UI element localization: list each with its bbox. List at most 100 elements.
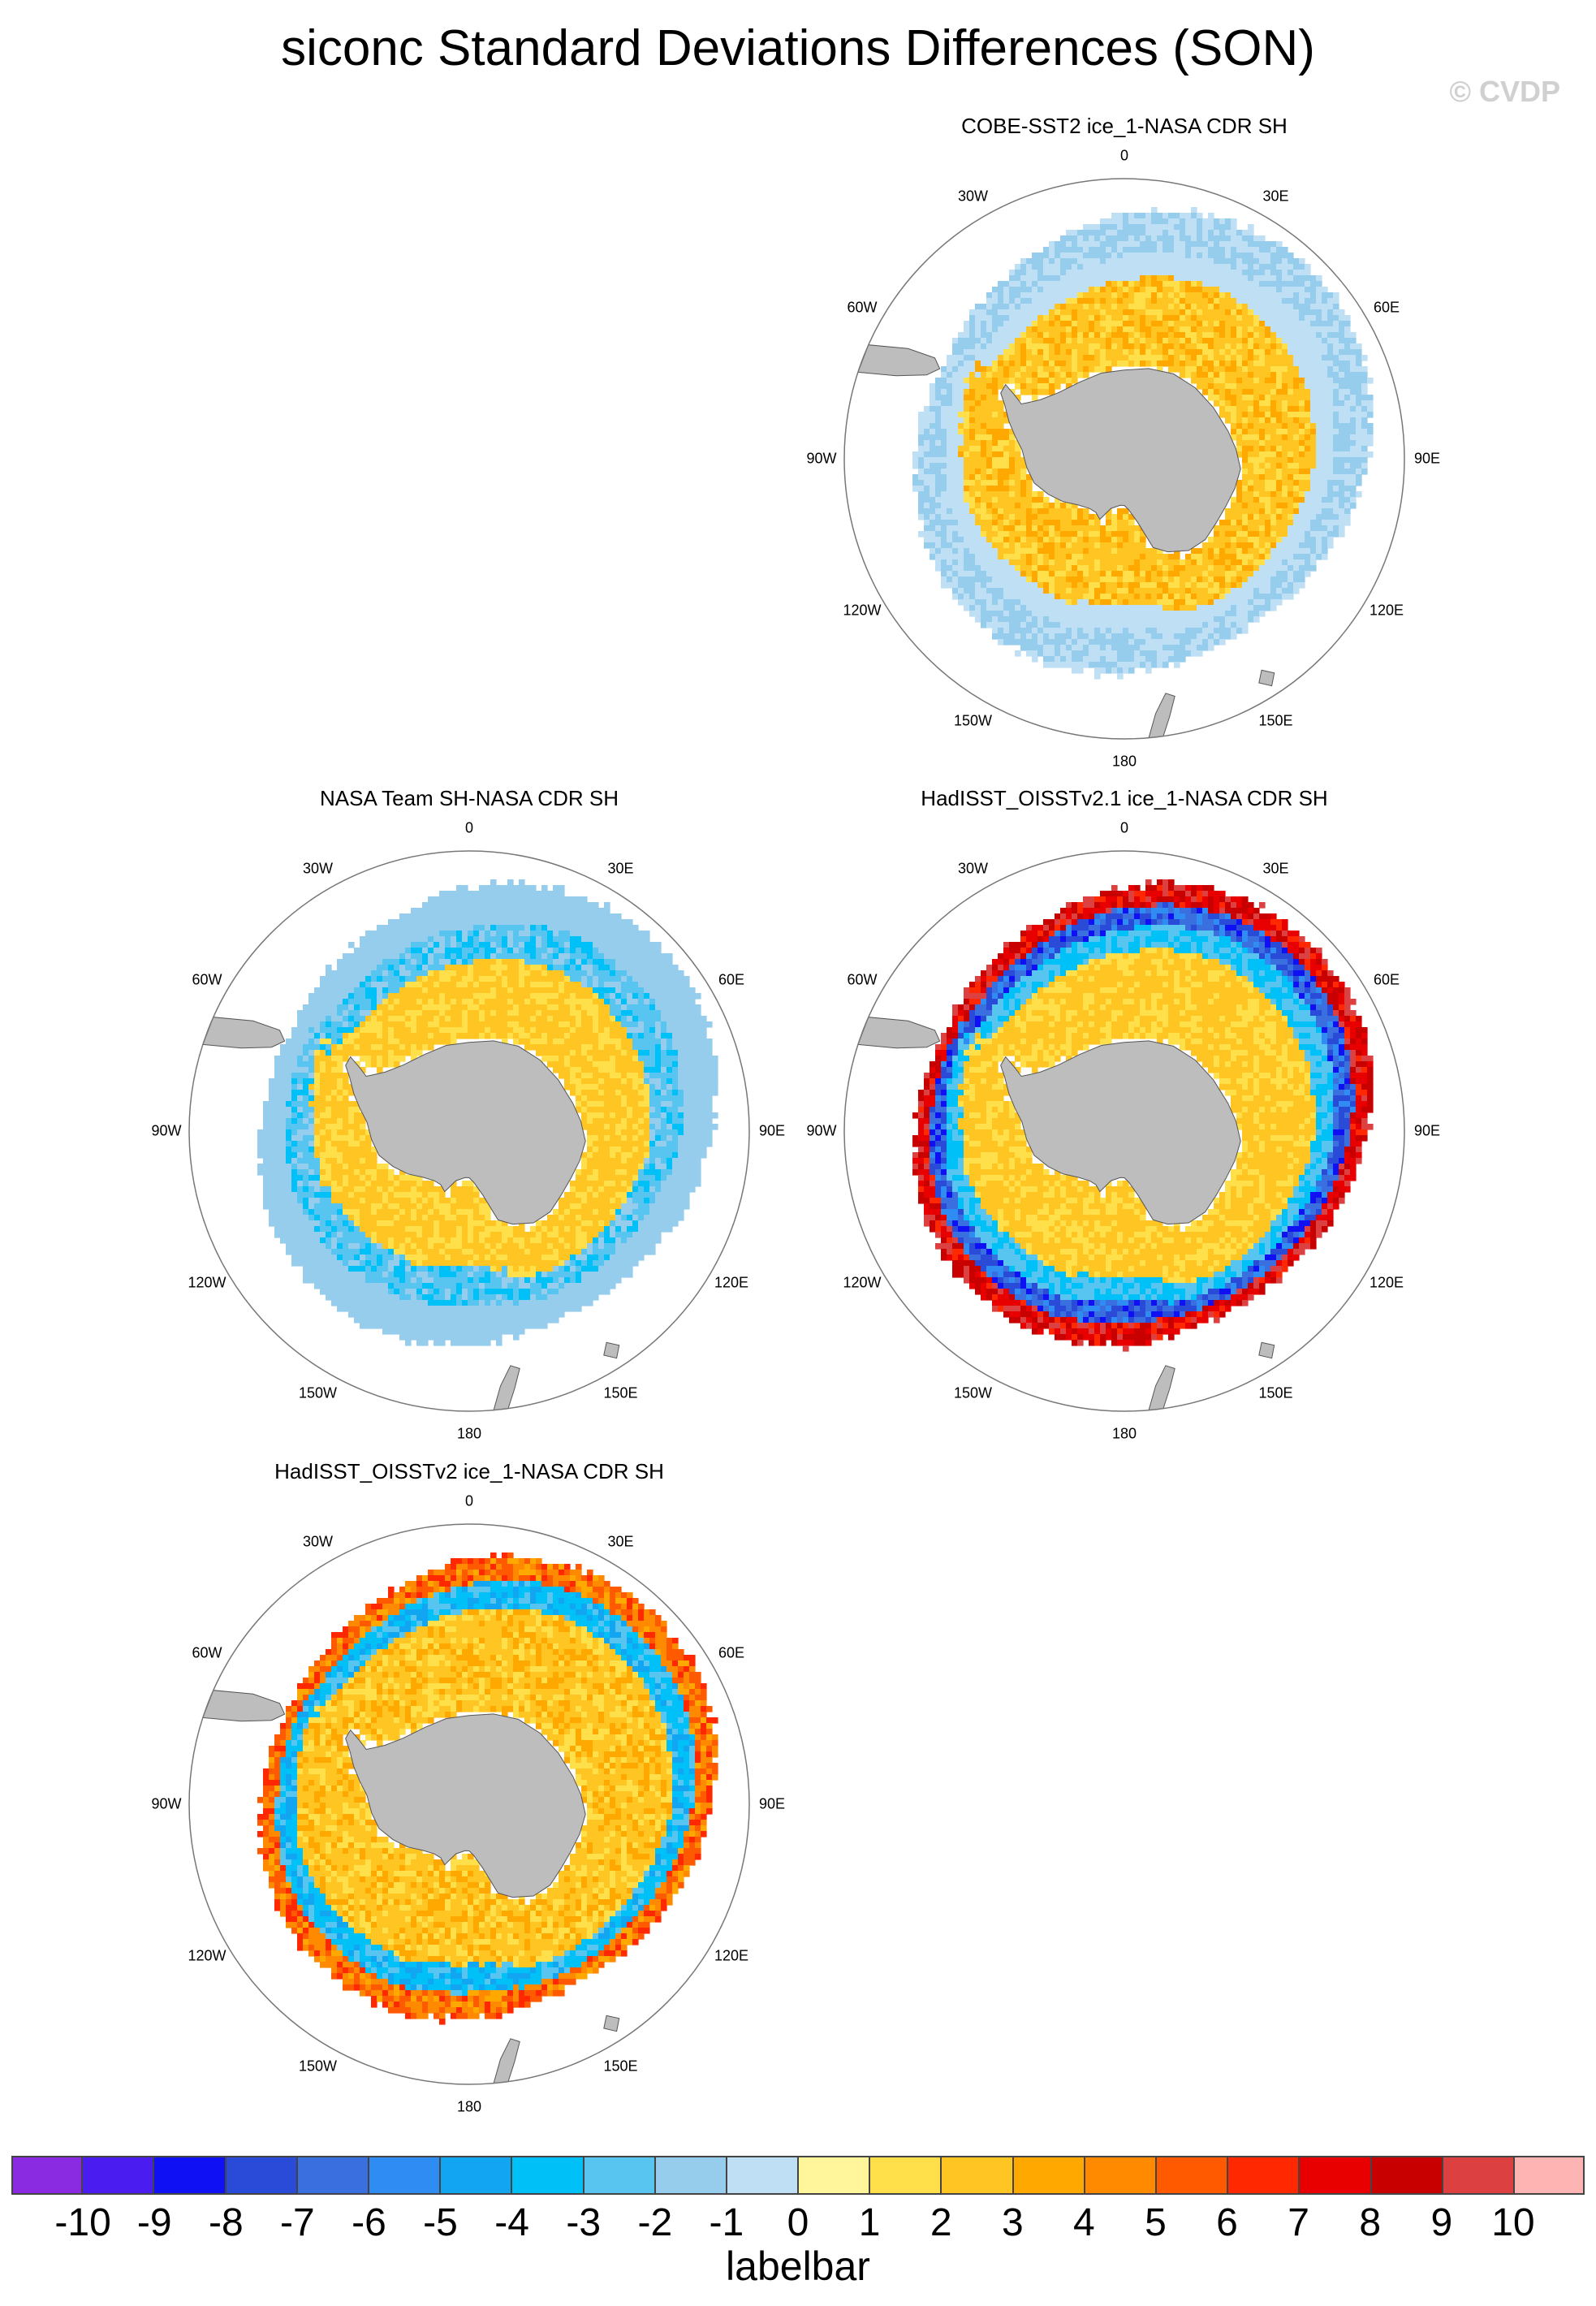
polar-map <box>188 1523 750 2085</box>
polar-map <box>188 850 750 1412</box>
tasmania-landmass <box>1258 669 1275 687</box>
longitude-label: 120E <box>1369 1274 1404 1290</box>
colorbar-swatch <box>1085 2156 1157 2195</box>
map-panel-cobe: COBE-SST2 ice_1-NASA CDR SH 0 30E 60E 90E 120… <box>806 114 1441 770</box>
panel-title: COBE-SST2 ice_1-NASA CDR SH <box>961 114 1288 138</box>
colorbar-swatch <box>297 2156 369 2195</box>
longitude-label: 150E <box>1258 1384 1293 1401</box>
colorbar-tick-label: 8 <box>1359 2201 1382 2244</box>
longitude-label: 150W <box>298 2058 338 2075</box>
longitude-label: 150W <box>298 1384 338 1401</box>
colorbar-tick-label: -7 <box>280 2201 315 2244</box>
colorbar-label: labelbar <box>726 2243 870 2289</box>
longitude-label: 180 <box>456 2098 482 2115</box>
longitude-label: 150E <box>603 2058 638 2075</box>
colorbar-swatch <box>1013 2156 1085 2195</box>
longitude-label: 150W <box>953 1384 993 1401</box>
longitude-label: 150E <box>603 1384 638 1401</box>
longitude-label: 90W <box>806 1122 837 1139</box>
colorbar-swatch <box>870 2156 943 2195</box>
antarctica-landmass <box>345 1040 586 1225</box>
longitude-label: 60E <box>718 1644 745 1660</box>
antarctica-landmass <box>345 1713 586 1898</box>
longitude-label: 120E <box>714 1274 749 1290</box>
colorbar-tick-label: 7 <box>1288 2201 1309 2244</box>
colorbar-swatch <box>154 2156 226 2195</box>
colorbar-tick-label: -3 <box>566 2201 602 2244</box>
colorbar-tick-label: 9 <box>1430 2201 1453 2244</box>
sea-ice-field <box>202 1552 718 2084</box>
longitude-label: 180 <box>1111 1425 1137 1442</box>
longitude-label: 120W <box>843 1274 882 1290</box>
longitude-label: 90W <box>806 450 837 467</box>
colorbar-swatch <box>1300 2156 1372 2195</box>
colorbar-tick-label: -10 <box>54 2201 111 2244</box>
longitude-label: 30W <box>302 860 334 877</box>
new-zealand-landmass <box>493 1365 520 1411</box>
longitude-label: 90W <box>151 1795 182 1812</box>
colorbar-swatch <box>1228 2156 1301 2195</box>
south-america-landmass <box>857 344 941 377</box>
longitude-label: 90E <box>1413 450 1441 467</box>
polar-map <box>843 178 1405 740</box>
longitude-label: 120E <box>714 1947 749 1963</box>
colorbar-swatch <box>942 2156 1014 2195</box>
longitude-label: 60E <box>1373 971 1400 987</box>
colorbar-swatch <box>1157 2156 1229 2195</box>
longitude-label: 60W <box>192 1644 222 1660</box>
longitude-label: 30W <box>957 860 989 877</box>
antarctica-landmass <box>1000 1040 1241 1225</box>
colorbar-swatch <box>11 2156 84 2195</box>
longitude-label: 120E <box>1369 602 1404 618</box>
map-panel-nasateam: NASA Team SH-NASA CDR SH 0 30E 60E 90E 120E 15… <box>151 786 785 1442</box>
colorbar-swatch <box>441 2156 513 2195</box>
panel-title: HadISST_OISSTv2.1 ice_1-NASA CDR SH <box>921 786 1328 810</box>
colorbar-tick-label: 3 <box>1001 2201 1024 2244</box>
longitude-label: 150W <box>953 712 993 729</box>
new-zealand-landmass <box>1148 693 1175 739</box>
map-panel-hadisst2: HadISST_OISSTv2 ice_1-NASA CDR SH 0 30E 60E… <box>151 1459 785 2115</box>
longitude-label: 30E <box>607 1533 634 1550</box>
polar-map <box>843 850 1405 1412</box>
tasmania-landmass <box>603 2015 620 2032</box>
map-panel-hadisst21: HadISST_OISSTv2.1 ice_1-NASA CDR SH 0 30E 6… <box>806 786 1440 1442</box>
colorbar-tick-label: 2 <box>930 2201 952 2244</box>
colorbar-swatch <box>369 2156 442 2195</box>
colorbar-swatch <box>799 2156 871 2195</box>
colorbar-tick-label: -4 <box>494 2201 529 2244</box>
tasmania-landmass <box>1258 1341 1275 1359</box>
longitude-label: 0 <box>1119 819 1129 836</box>
longitude-label: 60W <box>847 971 878 987</box>
south-america-landmass <box>202 1690 286 1722</box>
colorbar-swatch <box>655 2156 727 2195</box>
colorbar <box>11 2156 1585 2195</box>
longitude-label: 60E <box>1373 299 1400 315</box>
longitude-label: 180 <box>1111 753 1137 770</box>
colorbar-tick-label: -1 <box>709 2201 744 2244</box>
longitude-label: 60W <box>847 299 878 315</box>
colorbar-tick-label: 6 <box>1216 2201 1238 2244</box>
longitude-label: 90W <box>151 1122 182 1139</box>
colorbar-tick-label: 0 <box>787 2201 809 2244</box>
longitude-label: 0 <box>1119 147 1129 164</box>
colorbar-swatch <box>512 2156 584 2195</box>
panel-title: HadISST_OISSTv2 ice_1-NASA CDR SH <box>274 1459 664 1483</box>
longitude-label: 180 <box>456 1425 482 1442</box>
longitude-label: 60E <box>718 971 745 987</box>
map-boundary <box>188 850 750 1412</box>
colorbar-tick-label: 5 <box>1145 2201 1167 2244</box>
south-america-landmass <box>857 1017 941 1049</box>
longitude-label: 120W <box>188 1274 226 1290</box>
map-boundary <box>188 1523 750 2085</box>
colorbar-swatch <box>727 2156 800 2195</box>
colorbar-swatch <box>226 2156 298 2195</box>
longitude-label: 30E <box>1262 860 1289 877</box>
longitude-label: 150E <box>1258 712 1293 729</box>
map-boundary <box>843 850 1405 1412</box>
colorbar-swatch <box>1514 2156 1585 2195</box>
colorbar-tick-label: 1 <box>858 2201 881 2244</box>
longitude-label: 120W <box>843 602 882 618</box>
colorbar-tick-label: -5 <box>423 2201 458 2244</box>
colorbar-swatch <box>584 2156 656 2195</box>
colorbar-tick-label: 10 <box>1491 2201 1535 2244</box>
